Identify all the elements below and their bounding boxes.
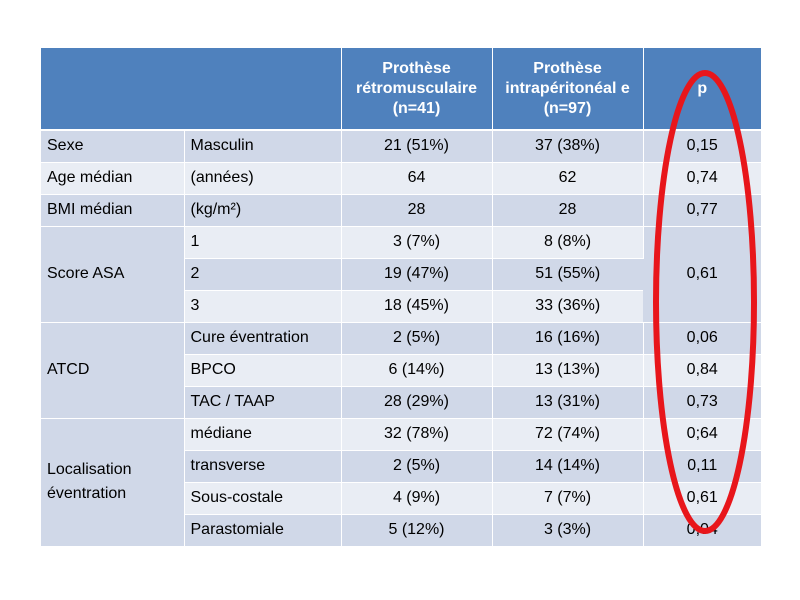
- group-label-asa: Score ASA: [41, 226, 185, 323]
- table-row: Localisation éventration médiane 32 (78%…: [41, 418, 761, 547]
- intra-value: 3 (3%): [492, 514, 644, 547]
- p-value: 0,15: [643, 130, 761, 163]
- header-p-value: p: [643, 48, 761, 131]
- table-row: ATCD Cure éventration 2 (5%) 16 (16%) 0,…: [41, 322, 761, 419]
- table-row: 3 18 (45%) 33 (36%): [41, 290, 761, 323]
- retro-value: 21 (51%): [341, 130, 493, 163]
- intra-value: 8 (8%): [492, 226, 644, 259]
- retro-value: 6 (14%): [341, 354, 493, 387]
- intra-value: 28: [492, 194, 644, 227]
- row-label: BMI médian: [41, 194, 185, 227]
- intra-value: 62: [492, 162, 644, 195]
- p-value: 0,04: [643, 514, 761, 547]
- row-sublabel: 2: [184, 258, 342, 291]
- row-label: Age médian: [41, 162, 185, 195]
- retro-value: 5 (12%): [341, 514, 493, 547]
- intra-value: 13 (31%): [492, 386, 644, 419]
- retro-value: 19 (47%): [341, 258, 493, 291]
- retro-value: 28: [341, 194, 493, 227]
- intra-value: 51 (55%): [492, 258, 643, 291]
- retro-value: 18 (45%): [341, 290, 493, 323]
- p-value: 0;64: [643, 418, 761, 451]
- intra-value: 37 (38%): [492, 130, 644, 163]
- p-value: 0,11: [643, 450, 761, 483]
- p-value: 0,06: [643, 322, 761, 355]
- intra-value: 16 (16%): [492, 322, 644, 355]
- row-sublabel: TAC / TAAP: [184, 386, 342, 419]
- intra-value: 33 (36%): [492, 290, 643, 323]
- intra-value: 72 (74%): [492, 418, 644, 451]
- row-sublabel: Masculin: [184, 130, 342, 163]
- p-value: 0,73: [643, 386, 761, 419]
- header-empty-cell: [41, 48, 342, 131]
- p-value: 0,61: [643, 482, 761, 515]
- row-sublabel: Parastomiale: [184, 514, 342, 547]
- retro-value: 3 (7%): [341, 226, 493, 259]
- row-sublabel: transverse: [184, 450, 342, 483]
- header-retromusculaire: Prothèse rétromusculaire (n=41): [341, 48, 493, 131]
- p-value: 0,74: [643, 162, 761, 195]
- row-sublabel: BPCO: [184, 354, 342, 387]
- intra-value: 7 (7%): [492, 482, 644, 515]
- row-sublabel: (kg/m²): [184, 194, 342, 227]
- header-intraperitoneal: Prothèse intrapéritonéal e (n=97): [492, 48, 644, 131]
- row-sublabel: 1: [184, 226, 342, 259]
- row-sublabel: 3: [184, 290, 342, 323]
- table-row: BMI médian (kg/m²) 28 28 0,77: [41, 194, 761, 227]
- table-row: Sexe Masculin 21 (51%) 37 (38%) 0,15: [41, 130, 761, 163]
- group-label-localisation: Localisation éventration: [41, 418, 185, 547]
- intra-value: 14 (14%): [492, 450, 644, 483]
- table-row: Age médian (années) 64 62 0,74: [41, 162, 761, 195]
- retro-value: 4 (9%): [341, 482, 493, 515]
- header-row: Prothèse rétromusculaire (n=41) Prothèse…: [41, 48, 761, 131]
- group-label-atcd: ATCD: [41, 322, 185, 419]
- table-row: Score ASA 1 3 (7%) 8 (8%) 0,61: [41, 226, 761, 323]
- comparison-table: Prothèse rétromusculaire (n=41) Prothèse…: [41, 48, 761, 547]
- p-value: 0,77: [643, 194, 761, 227]
- retro-value: 2 (5%): [341, 322, 493, 355]
- p-value: 0,61: [643, 226, 761, 323]
- row-sublabel: Sous-costale: [184, 482, 342, 515]
- row-sublabel: médiane: [184, 418, 342, 451]
- p-value: 0,84: [643, 354, 761, 387]
- retro-value: 32 (78%): [341, 418, 493, 451]
- row-label: Sexe: [41, 130, 185, 163]
- retro-value: 28 (29%): [341, 386, 493, 419]
- intra-value: 13 (13%): [492, 354, 644, 387]
- row-sublabel: (années): [184, 162, 342, 195]
- retro-value: 64: [341, 162, 493, 195]
- table-row: 2 19 (47%) 51 (55%): [41, 258, 761, 291]
- retro-value: 2 (5%): [341, 450, 493, 483]
- row-sublabel: Cure éventration: [184, 322, 342, 355]
